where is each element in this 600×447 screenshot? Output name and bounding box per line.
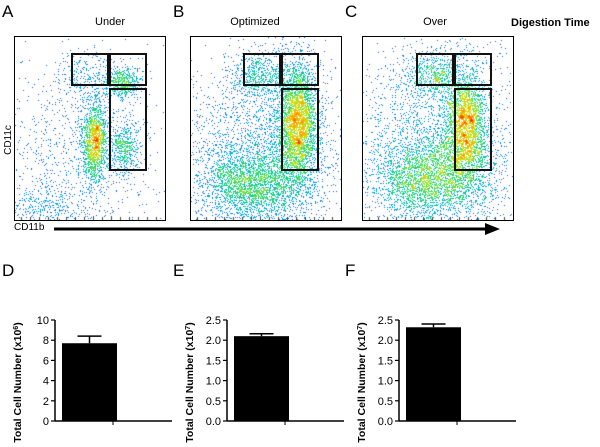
gate-upper-right-over (454, 53, 492, 86)
y-axis-title-exponent: 7 (357, 326, 364, 330)
y-axis-title-main: Total Cell Number (x10 (184, 330, 196, 443)
gate-upper-right-under (109, 53, 147, 86)
y-tick-label: 1.5 (206, 355, 221, 367)
gate-upper-left-over (416, 53, 454, 86)
y-axis-title-close: ) (184, 322, 196, 326)
bar (406, 327, 461, 421)
y-tick-label: 2.0 (378, 335, 393, 347)
density-scatter-over (363, 37, 513, 220)
y-axis-title: Total Cell Number (x107) (184, 322, 196, 442)
gate-upper-right-optimized (281, 53, 319, 86)
y-tick-label: 8 (43, 335, 49, 347)
panel-title-optimized: Optimized (230, 16, 280, 28)
y-tick-label: 2 (43, 396, 49, 408)
density-scatter-optimized (191, 37, 341, 220)
bar (234, 336, 289, 421)
y-tick-label: 2.5 (206, 315, 221, 327)
flow-plot-optimized (190, 36, 342, 221)
panel-title-under: Under (95, 16, 125, 28)
digestion-time-heading: Digestion Time (511, 17, 590, 29)
panel-letter-b: B (173, 2, 185, 21)
y-tick-label: 1.5 (378, 355, 393, 367)
y-tick-label: 0.0 (378, 416, 393, 428)
gate-main-over (454, 88, 492, 171)
flow-plot-under (14, 36, 166, 221)
cd11b-axis-label: CD11b (14, 222, 45, 233)
cd11b-arrow (54, 223, 500, 235)
y-tick-label: 2.0 (206, 335, 221, 347)
bar (62, 343, 117, 421)
y-axis-title: Total Cell Number (x106) (12, 322, 24, 442)
y-axis-title-main: Total Cell Number (x10 (12, 330, 24, 443)
panel-letter-e: E (173, 261, 185, 280)
panel-letter-a: A (2, 2, 14, 21)
y-tick-label: 0.5 (378, 396, 393, 408)
cd11c-label-text: CD11c (3, 125, 14, 155)
gate-upper-left-under (71, 53, 109, 86)
bar-chart-e: 0.0 0.5 1.0 1.5 2.0 2.5 Total Cell Number (x10… (184, 315, 344, 443)
gate-main-optimized (281, 88, 319, 171)
y-axis-title-exponent: 6 (13, 326, 20, 330)
y-axis-title-exponent: 7 (185, 326, 192, 330)
y-tick-label: 10 (37, 315, 49, 327)
y-tick-label: 2.5 (378, 315, 393, 327)
y-axis-title-main: Total Cell Number (x10 (356, 330, 368, 443)
y-tick-label: 0 (43, 416, 49, 428)
panel-letter-c: C (345, 2, 358, 21)
panel-letter-f: F (345, 261, 356, 280)
arrow-head-icon (485, 223, 500, 235)
y-tick-label: 1.0 (206, 376, 221, 388)
flow-plot-over (362, 36, 514, 221)
gate-main-under (109, 88, 147, 171)
y-axis-title-close: ) (12, 322, 24, 326)
panel-title-over: Over (423, 16, 447, 28)
y-axis-title: Total Cell Number (x107) (356, 322, 368, 442)
bar-chart-f: 0.0 0.5 1.0 1.5 2.0 2.5 Total Cell Number (x10… (356, 315, 516, 443)
gate-upper-left-optimized (243, 53, 281, 86)
y-tick-label: 1.0 (378, 376, 393, 388)
panel-letter-d: D (2, 261, 15, 280)
y-tick-label: 6 (43, 355, 49, 367)
y-tick-label: 4 (43, 376, 49, 388)
y-axis-title-close: ) (356, 322, 368, 326)
y-tick-label: 0.5 (206, 396, 221, 408)
density-scatter-under (15, 37, 165, 220)
y-tick-label: 0.0 (206, 416, 221, 428)
cd11c-axis-label: CD11c (3, 125, 14, 155)
